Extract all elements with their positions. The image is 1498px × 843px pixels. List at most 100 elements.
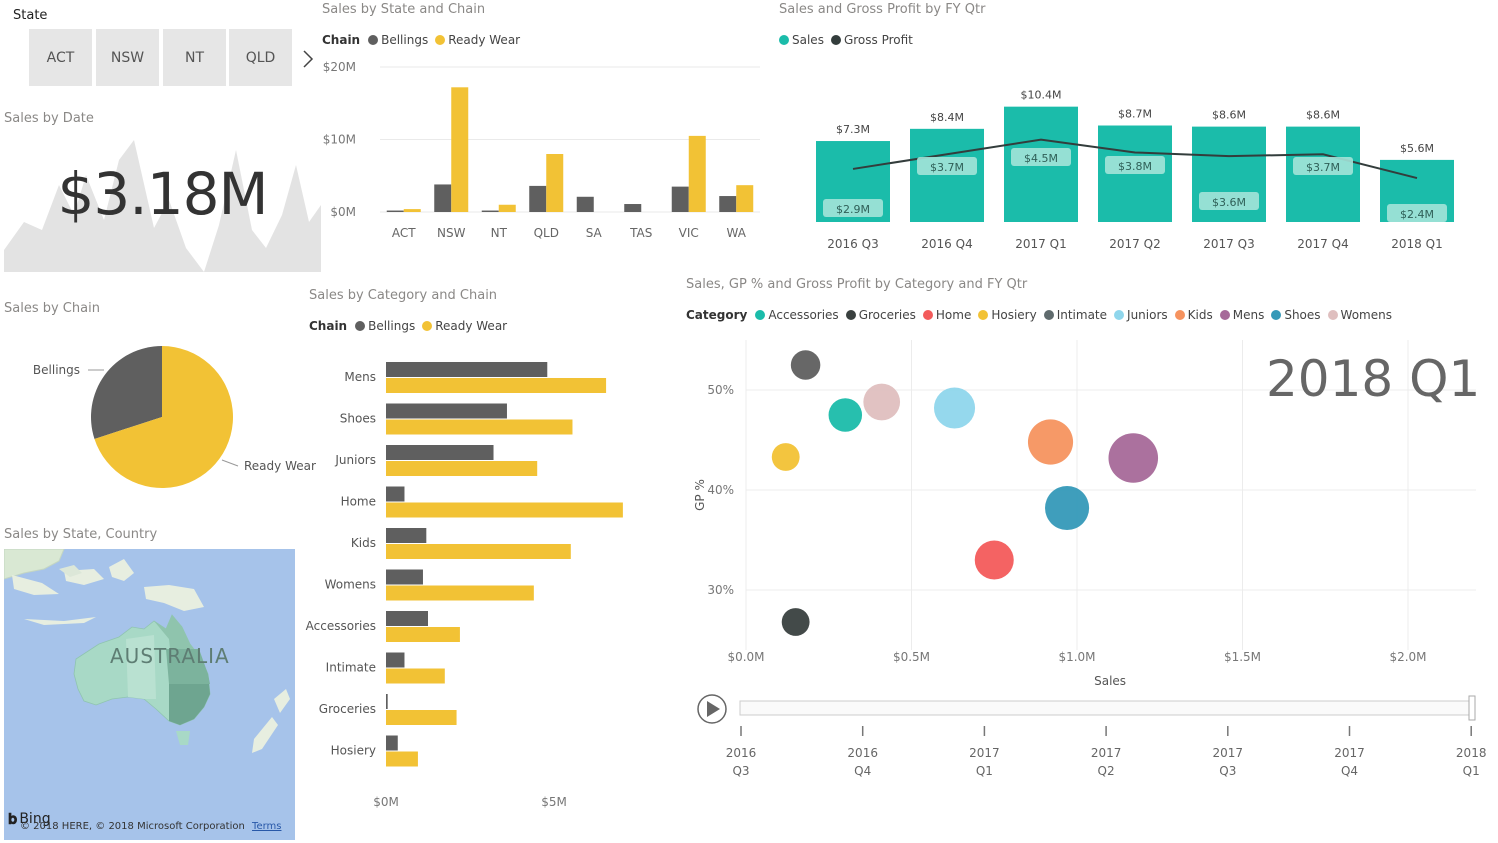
- bar-ready-wear-nt[interactable]: [498, 204, 516, 212]
- pie-slice-ready-wear[interactable]: [94, 346, 233, 488]
- bar-ready-wear-nsw[interactable]: [451, 87, 469, 212]
- legend-item-mens[interactable]: Mens: [1219, 308, 1264, 322]
- bubble-groceries[interactable]: [790, 350, 821, 380]
- bar-bellings-mens[interactable]: [386, 362, 548, 377]
- bar-bellings-kids[interactable]: [386, 528, 427, 543]
- legend-item-gross-profit[interactable]: Gross Profit: [830, 33, 913, 47]
- bar-ready-wear-shoes[interactable]: [386, 419, 573, 435]
- y-tick-label: 30%: [707, 583, 734, 597]
- bubble-groceries[interactable]: [781, 608, 810, 636]
- bar-bellings-nsw[interactable]: [434, 184, 452, 212]
- play-axis-year[interactable]: 2017: [969, 746, 1000, 760]
- slicer-item-nt[interactable]: NT: [163, 29, 226, 86]
- bar-ready-wear-wa[interactable]: [736, 185, 754, 212]
- x-tick-label: QLD: [534, 226, 559, 240]
- bar-bellings-nt[interactable]: [481, 210, 499, 212]
- bar-ready-wear-kids[interactable]: [386, 544, 571, 559]
- bar-bellings-hosiery[interactable]: [386, 735, 398, 751]
- bubble-home[interactable]: [974, 540, 1014, 580]
- legend-item-womens[interactable]: Womens: [1327, 308, 1392, 322]
- bar-bellings-juniors[interactable]: [386, 445, 494, 460]
- play-axis-qtr[interactable]: Q4: [854, 764, 871, 778]
- legend-item-ready-wear[interactable]: Ready Wear: [435, 33, 520, 47]
- state-chart-title: Sales by State and Chain: [322, 2, 486, 17]
- play-axis-year[interactable]: 2017: [1213, 746, 1244, 760]
- bubble-shoes[interactable]: [1045, 485, 1090, 531]
- bar-bellings-intimate[interactable]: [386, 652, 405, 668]
- play-axis-year[interactable]: 2017: [1334, 746, 1365, 760]
- bar-ready-wear-groceries[interactable]: [386, 710, 457, 725]
- play-axis-qtr[interactable]: Q4: [1341, 764, 1358, 778]
- bubble-kids[interactable]: [1027, 419, 1074, 465]
- play-axis-year[interactable]: 2016: [847, 746, 878, 760]
- legend-item-bellings[interactable]: Bellings: [355, 319, 415, 333]
- bar-ready-wear-vic[interactable]: [688, 135, 706, 212]
- bar-ready-wear-intimate[interactable]: [386, 668, 445, 684]
- play-axis-track[interactable]: [739, 700, 1474, 716]
- bar-ready-wear-qld[interactable]: [546, 154, 564, 212]
- bar-sales-2016-q4[interactable]: [910, 128, 984, 222]
- legend-item-groceries[interactable]: Groceries: [845, 308, 916, 322]
- bar-bellings-act[interactable]: [386, 210, 404, 212]
- legend-item-ready-wear[interactable]: Ready Wear: [422, 319, 507, 333]
- slicer-item-qld[interactable]: QLD: [229, 29, 292, 86]
- legend-dot: [1043, 310, 1054, 320]
- bubble-hosiery[interactable]: [771, 443, 800, 471]
- legend-item-accessories[interactable]: Accessories: [755, 308, 839, 322]
- play-axis-year[interactable]: 2018: [1456, 746, 1487, 760]
- bar-ready-wear-hosiery[interactable]: [386, 751, 418, 767]
- bar-bellings-wa[interactable]: [719, 196, 737, 212]
- bar-bellings-qld[interactable]: [529, 185, 547, 212]
- bar-bellings-shoes[interactable]: [386, 403, 507, 419]
- chevron-right-icon[interactable]: [300, 48, 316, 70]
- x-tick-label: $1.0M: [1058, 650, 1095, 664]
- play-axis-qtr[interactable]: Q3: [732, 764, 749, 778]
- bar-bellings-tas[interactable]: [624, 204, 642, 212]
- bar-bellings-sa[interactable]: [576, 196, 594, 212]
- bar-bellings-accessories[interactable]: [386, 611, 428, 626]
- bubble-womens[interactable]: [863, 383, 901, 421]
- y-category-label: Hosiery: [331, 744, 376, 758]
- play-axis-qtr[interactable]: Q1: [1463, 764, 1480, 778]
- category-chart-legend: Chain Bellings Ready Wear: [309, 319, 514, 333]
- bar-ready-wear-act[interactable]: [403, 209, 421, 212]
- bar-ready-wear-juniors[interactable]: [386, 461, 538, 476]
- bubble-mens[interactable]: [1108, 433, 1159, 483]
- bar-bellings-vic[interactable]: [671, 186, 689, 212]
- legend-dot: [978, 310, 989, 320]
- bar-ready-wear-home[interactable]: [386, 502, 623, 518]
- line-gross-profit[interactable]: [852, 138, 1418, 180]
- legend-item-intimate[interactable]: Intimate: [1043, 308, 1107, 322]
- play-icon[interactable]: [697, 694, 727, 724]
- legend-title: Chain: [322, 33, 361, 47]
- play-axis-qtr[interactable]: Q3: [1219, 764, 1236, 778]
- x-tick-label: WA: [727, 226, 747, 240]
- bubble-accessories[interactable]: [828, 398, 863, 432]
- australia-map[interactable]: [4, 549, 295, 840]
- bar-ready-wear-womens[interactable]: [386, 585, 534, 601]
- x-tick-label: 2016 Q3: [827, 237, 878, 251]
- legend-item-bellings[interactable]: Bellings: [368, 33, 428, 47]
- pie-leader-line: [221, 459, 239, 467]
- legend-item-shoes[interactable]: Shoes: [1271, 308, 1321, 322]
- legend-item-home[interactable]: Home: [922, 308, 971, 322]
- play-axis-year[interactable]: 2017: [1091, 746, 1122, 760]
- play-axis-qtr[interactable]: Q1: [976, 764, 993, 778]
- legend-item-hosiery[interactable]: Hosiery: [978, 308, 1037, 322]
- bar-bellings-groceries[interactable]: [386, 694, 388, 709]
- slicer-item-nsw[interactable]: NSW: [96, 29, 159, 86]
- legend-item-sales[interactable]: Sales: [779, 33, 824, 47]
- bar-bellings-home[interactable]: [386, 486, 405, 502]
- map-terms-link[interactable]: Terms: [252, 821, 282, 832]
- play-axis-qtr[interactable]: Q2: [1098, 764, 1115, 778]
- bubble-juniors[interactable]: [933, 387, 976, 429]
- legend-item-kids[interactable]: Kids: [1174, 308, 1213, 322]
- bar-ready-wear-accessories[interactable]: [386, 627, 460, 642]
- play-axis-handle[interactable]: [1468, 695, 1476, 721]
- slicer-item-act[interactable]: ACT: [29, 29, 92, 86]
- bar-ready-wear-mens[interactable]: [386, 378, 607, 393]
- play-axis-year[interactable]: 2016: [726, 746, 757, 760]
- bar-bellings-womens[interactable]: [386, 569, 423, 585]
- pie-slice-bellings[interactable]: [91, 346, 162, 439]
- legend-item-juniors[interactable]: Juniors: [1114, 308, 1168, 322]
